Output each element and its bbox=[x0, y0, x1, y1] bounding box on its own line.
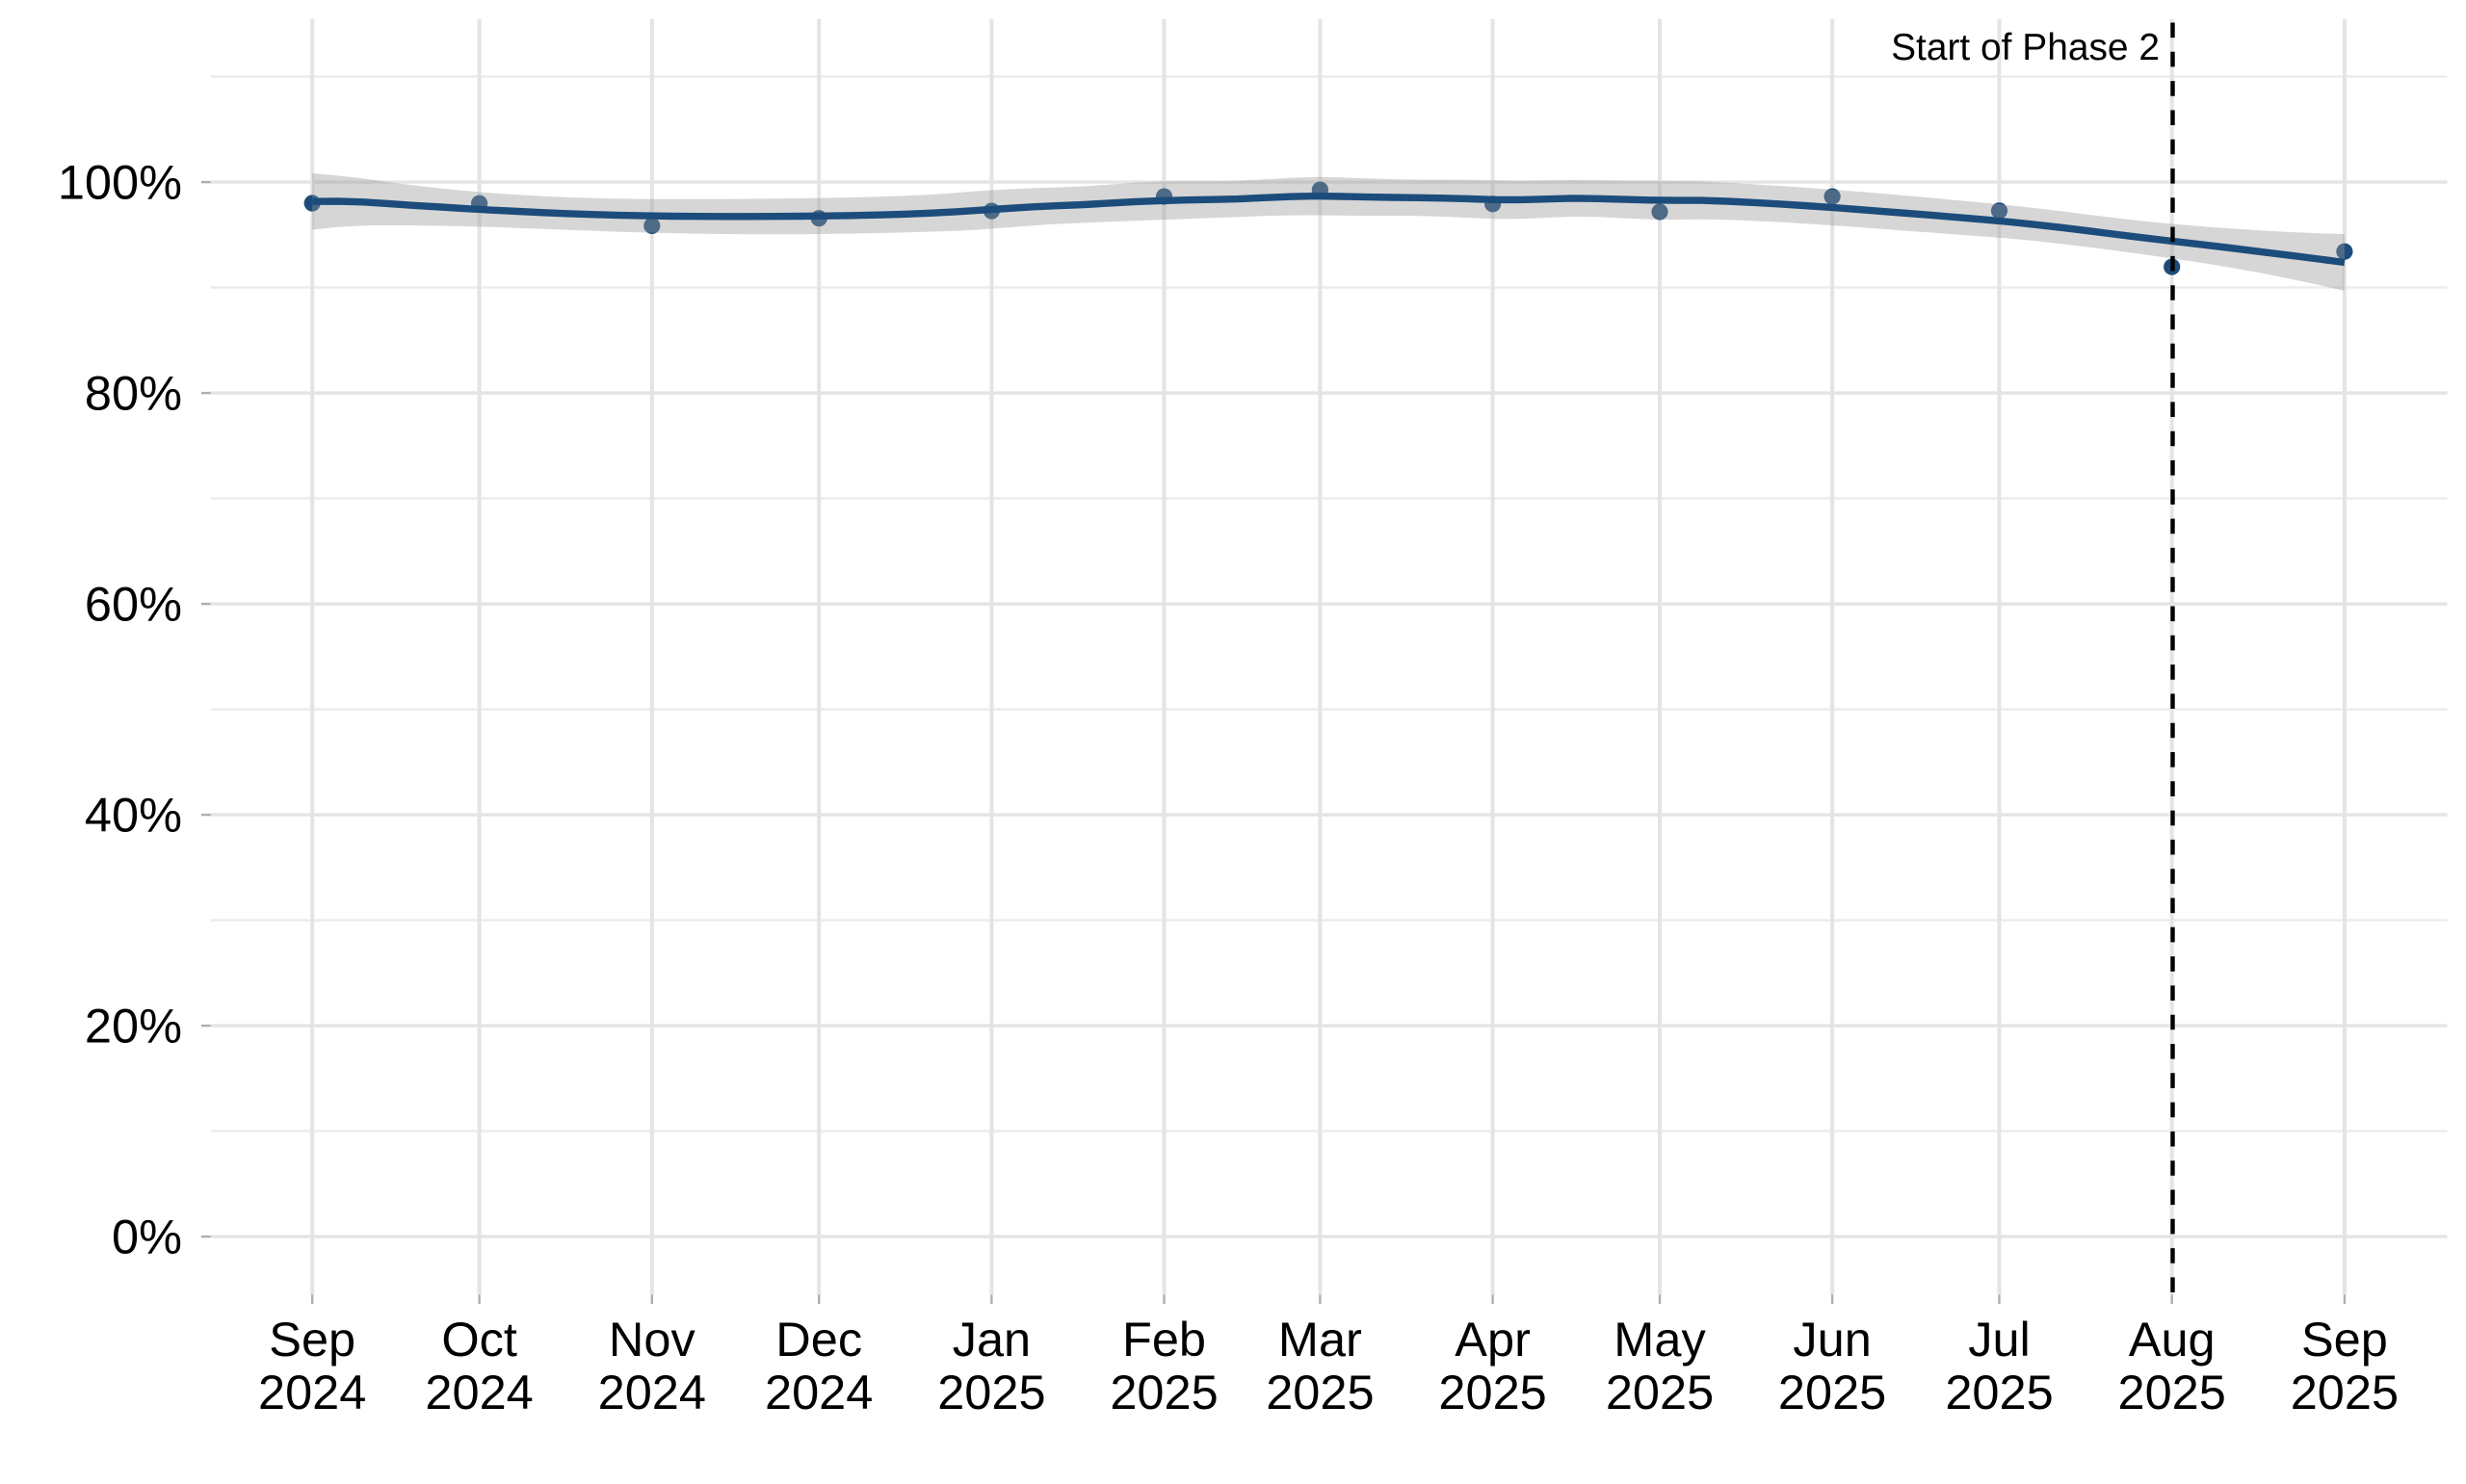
svg-text:Start of Phase 2: Start of Phase 2 bbox=[1891, 27, 2160, 68]
svg-text:2024: 2024 bbox=[598, 1365, 706, 1419]
svg-text:Aug: Aug bbox=[2129, 1312, 2216, 1367]
svg-text:40%: 40% bbox=[85, 788, 182, 843]
svg-text:2025: 2025 bbox=[2118, 1365, 2226, 1419]
svg-text:60%: 60% bbox=[85, 577, 182, 632]
svg-text:Sep: Sep bbox=[269, 1312, 355, 1367]
svg-text:Dec: Dec bbox=[775, 1312, 862, 1367]
svg-text:2025: 2025 bbox=[2291, 1365, 2399, 1419]
svg-text:2025: 2025 bbox=[1606, 1365, 1714, 1419]
svg-text:2024: 2024 bbox=[765, 1365, 873, 1419]
svg-text:20%: 20% bbox=[85, 999, 182, 1054]
svg-text:Oct: Oct bbox=[441, 1312, 517, 1367]
svg-text:Apr: Apr bbox=[1455, 1312, 1531, 1367]
svg-text:Jan: Jan bbox=[953, 1312, 1031, 1367]
svg-text:Jul: Jul bbox=[1968, 1312, 2031, 1367]
svg-text:2025: 2025 bbox=[937, 1365, 1045, 1419]
svg-text:2025: 2025 bbox=[1110, 1365, 1218, 1419]
svg-text:Jun: Jun bbox=[1793, 1312, 1871, 1367]
svg-text:Nov: Nov bbox=[609, 1312, 696, 1367]
svg-text:2024: 2024 bbox=[425, 1365, 533, 1419]
svg-text:2025: 2025 bbox=[1266, 1365, 1374, 1419]
svg-text:2025: 2025 bbox=[1778, 1365, 1886, 1419]
svg-text:2024: 2024 bbox=[258, 1365, 366, 1419]
svg-text:2025: 2025 bbox=[1945, 1365, 2053, 1419]
svg-text:100%: 100% bbox=[58, 155, 182, 210]
svg-text:0%: 0% bbox=[112, 1210, 182, 1264]
svg-text:2025: 2025 bbox=[1438, 1365, 1546, 1419]
svg-text:Sep: Sep bbox=[2301, 1312, 2388, 1367]
svg-text:Feb: Feb bbox=[1122, 1312, 1206, 1367]
svg-text:Mar: Mar bbox=[1278, 1312, 1362, 1367]
svg-text:80%: 80% bbox=[85, 366, 182, 421]
svg-text:May: May bbox=[1613, 1312, 1706, 1367]
